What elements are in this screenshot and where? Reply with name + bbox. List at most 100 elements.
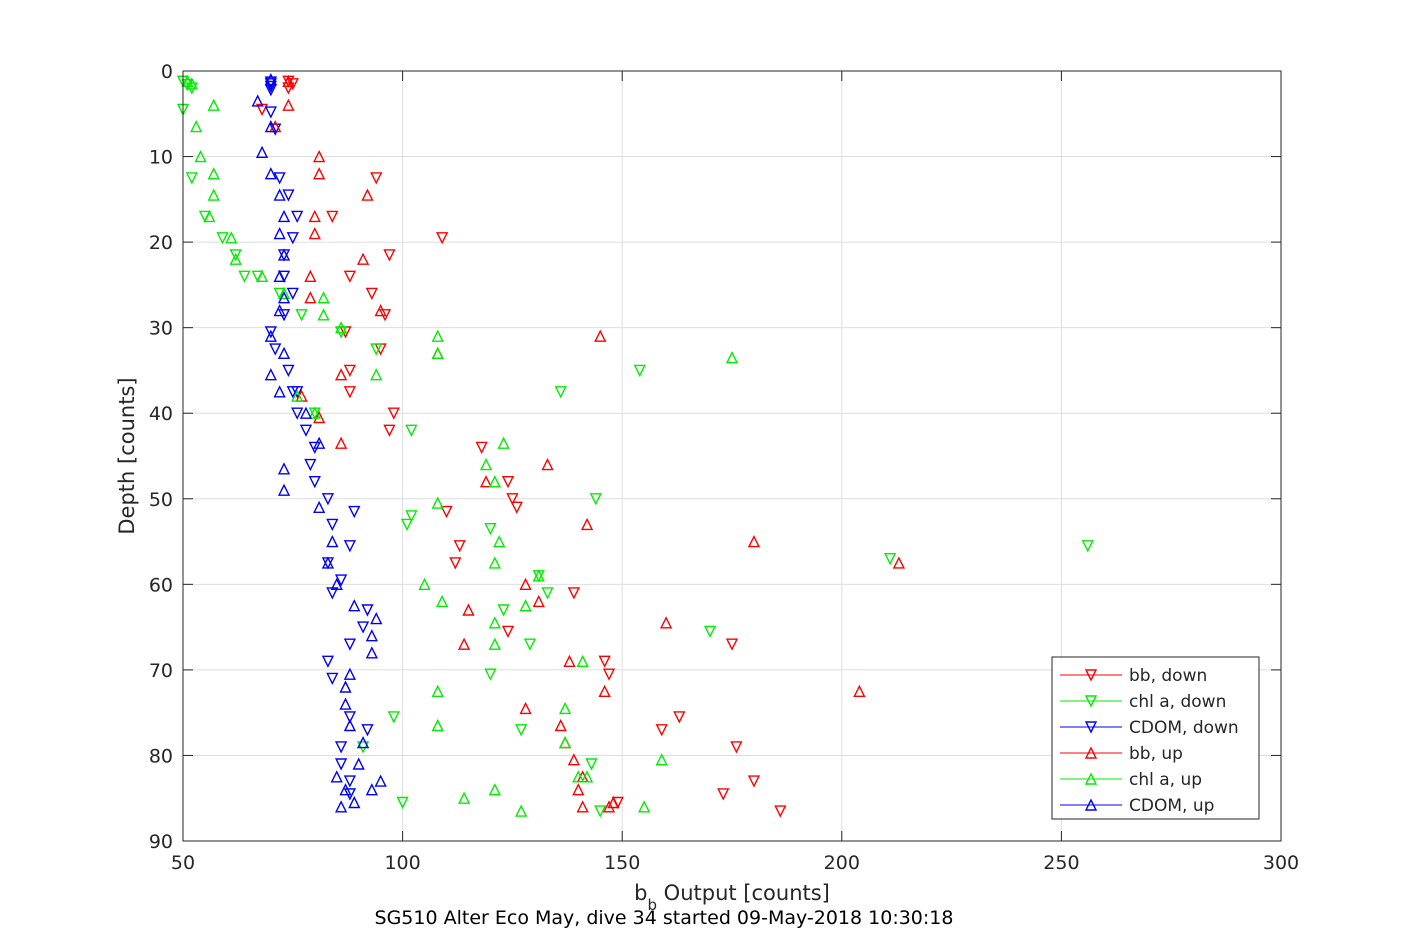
data-point — [207, 167, 220, 180]
data-point — [251, 94, 264, 107]
data-point — [515, 724, 528, 737]
data-point — [334, 368, 348, 381]
y-tick-label: 30 — [149, 318, 173, 340]
data-point — [190, 120, 203, 133]
legend-marker — [1084, 746, 1098, 759]
data-point — [475, 441, 488, 455]
data-point — [501, 625, 515, 638]
data-point — [334, 321, 348, 334]
data-point — [488, 556, 501, 569]
data-point — [255, 145, 269, 158]
data-point — [264, 78, 277, 91]
data-point — [286, 287, 299, 301]
data-point — [313, 436, 326, 449]
y-tick-label: 0 — [161, 61, 173, 83]
data-point — [277, 291, 291, 304]
data-point — [273, 188, 286, 201]
data-point — [277, 286, 291, 300]
data-point — [216, 232, 229, 245]
data-point — [277, 346, 291, 360]
data-point — [264, 368, 277, 381]
data-point — [457, 637, 471, 650]
data-point — [277, 309, 291, 322]
data-point — [334, 758, 348, 771]
data-point — [431, 496, 444, 509]
data-point — [343, 775, 357, 788]
data-point — [396, 796, 409, 810]
data-points — [176, 72, 1094, 818]
series-5 — [251, 72, 387, 813]
data-point — [378, 309, 392, 322]
data-point — [282, 98, 295, 111]
data-point — [431, 346, 444, 360]
data-point — [572, 783, 585, 796]
axis-ticks: 50 100 150 200 250 300 0 10 20 30 40 50 60 70 80 90 — [149, 61, 1299, 874]
data-point — [264, 120, 277, 133]
data-point — [400, 518, 414, 532]
legend-entry: chl a, down — [1129, 692, 1226, 712]
data-point — [361, 724, 374, 737]
data-point — [717, 788, 730, 801]
data-point — [479, 457, 493, 471]
data-point — [286, 78, 299, 91]
data-point — [304, 291, 317, 304]
data-point — [356, 621, 370, 634]
data-point — [264, 106, 277, 119]
legend-entry: chl a, up — [1129, 770, 1202, 790]
data-point — [291, 407, 304, 420]
data-point — [484, 523, 497, 536]
data-point — [361, 604, 374, 617]
data-point — [277, 248, 291, 261]
y-tick-label: 70 — [149, 660, 173, 682]
data-point — [484, 668, 497, 681]
data-point — [589, 493, 602, 506]
data-point — [255, 269, 269, 283]
data-point — [308, 475, 321, 489]
data-point — [541, 457, 554, 471]
data-point — [725, 638, 739, 651]
data-point — [747, 775, 761, 788]
data-point — [892, 556, 906, 569]
data-point — [264, 329, 277, 342]
series-2 — [264, 76, 374, 801]
legend-entry: bb, up — [1129, 744, 1183, 764]
y-tick-label: 40 — [149, 403, 173, 425]
data-point — [431, 329, 444, 342]
data-point — [356, 736, 370, 749]
data-point — [638, 800, 651, 813]
data-point — [299, 424, 313, 437]
data-point — [295, 309, 308, 322]
data-point — [602, 668, 616, 681]
data-point — [185, 77, 198, 90]
data-point — [264, 80, 277, 93]
data-point — [343, 540, 357, 553]
data-point — [532, 594, 545, 608]
data-point — [541, 587, 554, 600]
data-point — [277, 483, 291, 496]
data-point — [497, 604, 510, 617]
data-point — [883, 552, 897, 566]
data-point — [343, 638, 357, 651]
data-point — [440, 505, 453, 519]
data-point — [532, 569, 545, 582]
data-point — [365, 287, 378, 301]
data-point — [334, 741, 348, 754]
x-axis-label: bb Output [counts] — [634, 881, 830, 914]
data-point — [339, 680, 352, 693]
x-tick-label: 200 — [824, 852, 860, 874]
data-point — [308, 226, 321, 240]
data-point — [431, 718, 444, 732]
data-point — [1081, 540, 1094, 553]
x-tick-label: 100 — [384, 852, 420, 874]
data-point — [207, 188, 220, 201]
legend-marker — [1084, 798, 1098, 811]
data-point — [370, 343, 383, 356]
data-point — [572, 770, 585, 783]
data-point — [273, 172, 286, 185]
data-point — [576, 654, 589, 668]
data-point — [703, 625, 717, 638]
data-point — [304, 269, 317, 283]
data-point — [326, 534, 339, 548]
plot-frame — [182, 70, 1282, 842]
